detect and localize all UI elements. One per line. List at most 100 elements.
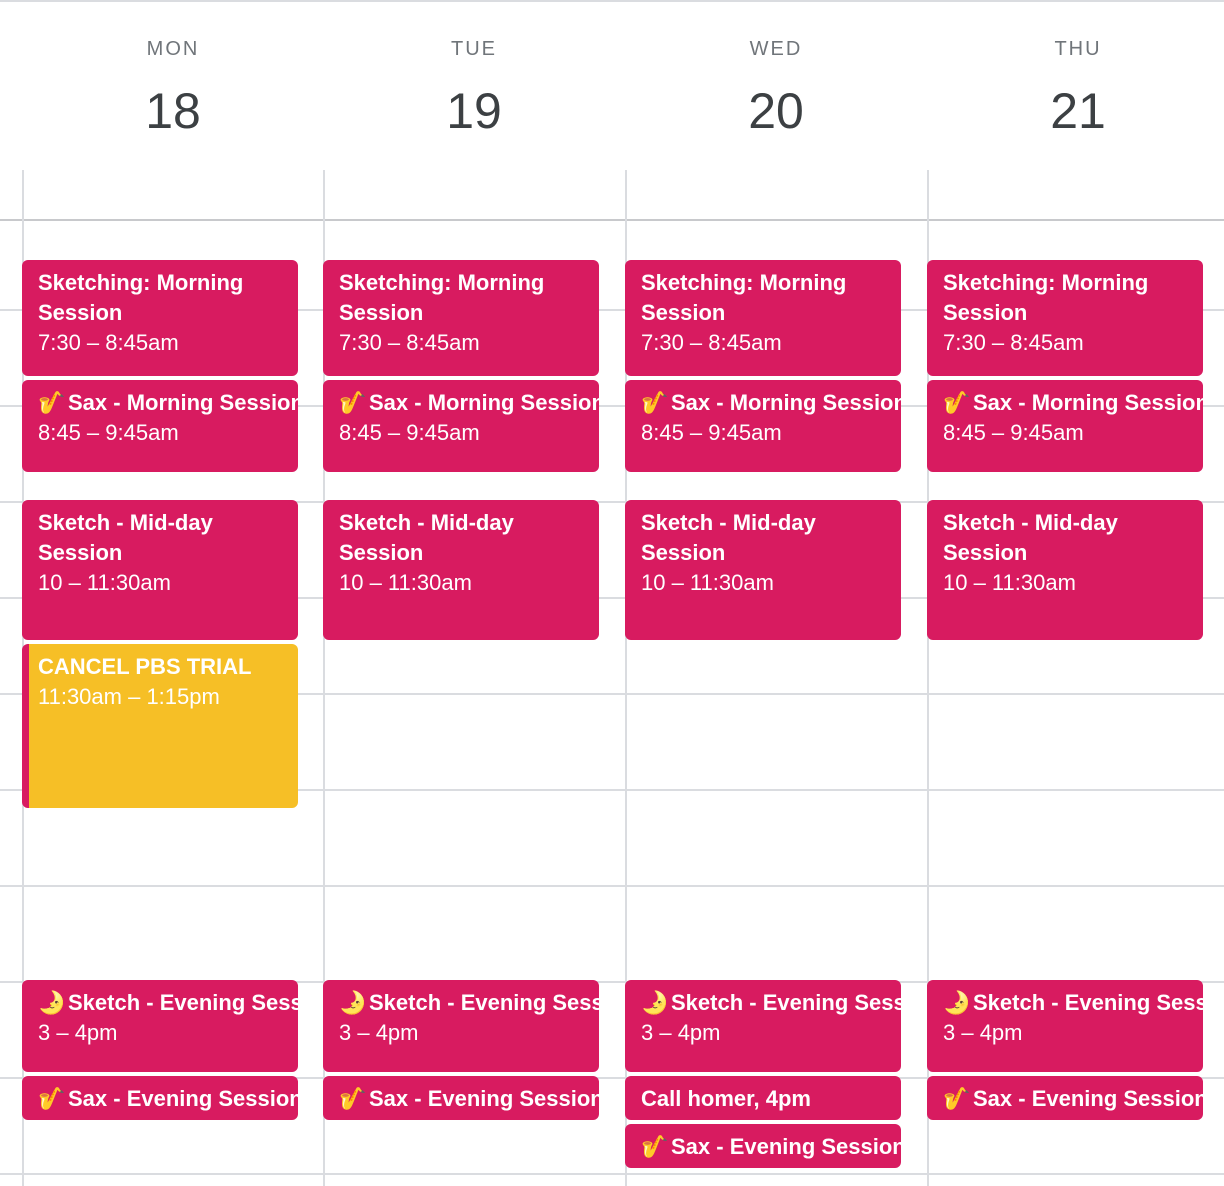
hour-gridline	[0, 789, 1224, 791]
calendar-event[interactable]: 🌛Sketch - Evening Session3 – 4pm	[927, 980, 1203, 1072]
event-title: 🎷 Sax - Morning Session	[641, 388, 901, 418]
saxophone-icon: 🎷	[943, 1086, 971, 1111]
event-title-text: CANCEL PBS TRIAL	[38, 654, 252, 679]
hour-gridline	[0, 885, 1224, 887]
calendar-event[interactable]: Sketch - Mid-day Session 10 – 11:30am	[625, 500, 901, 640]
event-time: 10 – 11:30am	[38, 570, 171, 595]
event-title-text: Sketching: Morning Session	[339, 270, 545, 325]
event-title-text: Sax - Morning Session	[973, 390, 1203, 415]
day-date[interactable]: 20	[748, 83, 804, 139]
event-title: 🎷 Sax - Evening Session	[339, 1084, 599, 1114]
event-title: 🎷 Sax - Evening Session	[943, 1084, 1203, 1114]
event-time: 10 – 11:30am	[943, 570, 1076, 595]
moon-icon: 🌛	[943, 990, 971, 1015]
day-name: WED	[749, 38, 803, 60]
calendar-event[interactable]: Sketching: Morning Session 7:30 – 8:45am	[22, 260, 298, 376]
calendar-event[interactable]: 🌛Sketch - Evening Session3 – 4pm	[22, 980, 298, 1072]
event-time: 3 – 4pm	[38, 1020, 118, 1045]
calendar-event[interactable]: 🎷 Sax - Morning Session 8:45 – 9:45am	[927, 380, 1203, 472]
event-title-text: Call homer, 4pm	[641, 1086, 811, 1111]
calendar-event[interactable]: Sketch - Mid-day Session 10 – 11:30am	[323, 500, 599, 640]
saxophone-icon: 🎷	[38, 1086, 66, 1111]
saxophone-icon: 🎷	[339, 1086, 367, 1111]
day-date[interactable]: 19	[446, 83, 502, 139]
day-date[interactable]: 18	[145, 83, 201, 139]
calendar-event[interactable]: Sketching: Morning Session 7:30 – 8:45am	[625, 260, 901, 376]
event-time: 7:30 – 8:45am	[339, 330, 480, 355]
saxophone-icon: 🎷	[943, 390, 971, 415]
moon-icon: 🌛	[38, 990, 66, 1015]
top-border	[0, 0, 1224, 2]
event-title-text: Sax - Morning Session	[671, 390, 901, 415]
hour-gridline	[0, 597, 1224, 599]
event-title-text: Sax - Evening Session	[369, 1086, 599, 1111]
day-name: THU	[1054, 38, 1102, 60]
calendar-event[interactable]: 🎷 Sax - Morning Session 8:45 – 9:45am	[323, 380, 599, 472]
day-column-divider	[323, 170, 325, 1186]
hour-gridline	[0, 1173, 1224, 1175]
event-time: 7:30 – 8:45am	[38, 330, 179, 355]
day-column-divider	[927, 170, 929, 1186]
day-column-divider	[625, 170, 627, 1186]
event-title-text: Sax - Morning Session	[68, 390, 298, 415]
event-title-text: Sketch - Evening Session	[369, 990, 599, 1015]
event-title: 🌛Sketch - Evening Session	[339, 988, 599, 1018]
calendar-event[interactable]: 🎷 Sax - Evening Session	[22, 1076, 298, 1120]
calendar-event[interactable]: 🌛Sketch - Evening Session3 – 4pm	[625, 980, 901, 1072]
event-title: 🌛Sketch - Evening Session	[38, 988, 298, 1018]
event-title: 🎷 Sax - Morning Session	[943, 388, 1203, 418]
event-title: CANCEL PBS TRIAL	[38, 652, 298, 682]
calendar-event[interactable]: Call homer, 4pm	[625, 1076, 901, 1120]
calendar-event[interactable]: Sketching: Morning Session 7:30 – 8:45am	[323, 260, 599, 376]
moon-icon: 🌛	[339, 990, 367, 1015]
event-time: 8:45 – 9:45am	[339, 420, 480, 445]
calendar-event[interactable]: CANCEL PBS TRIAL 11:30am – 1:15pm	[22, 644, 298, 808]
event-title: Sketch - Mid-day Session	[641, 508, 901, 568]
calendar-event[interactable]: 🎷 Sax - Morning Session 8:45 – 9:45am	[625, 380, 901, 472]
calendar-event[interactable]: 🎷 Sax - Evening Session	[625, 1124, 901, 1168]
day-name: MON	[146, 38, 200, 60]
hour-gridline	[0, 309, 1224, 311]
event-time: 3 – 4pm	[943, 1020, 1023, 1045]
saxophone-icon: 🎷	[38, 390, 66, 415]
event-title-text: Sketching: Morning Session	[38, 270, 244, 325]
event-title-text: Sketch - Mid-day Session	[943, 510, 1118, 565]
event-title: Sketch - Mid-day Session	[339, 508, 599, 568]
hour-gridline	[0, 405, 1224, 407]
moon-icon: 🌛	[641, 990, 669, 1015]
event-title-text: Sketching: Morning Session	[943, 270, 1149, 325]
event-time: 11:30am – 1:15pm	[38, 684, 220, 709]
event-title-text: Sax - Morning Session	[369, 390, 599, 415]
event-title: Sketch - Mid-day Session	[38, 508, 298, 568]
event-title: 🎷 Sax - Evening Session	[641, 1132, 901, 1162]
calendar-event[interactable]: Sketch - Mid-day Session 10 – 11:30am	[927, 500, 1203, 640]
event-title-text: Sketch - Mid-day Session	[38, 510, 213, 565]
event-title: 🌛Sketch - Evening Session	[641, 988, 901, 1018]
event-title: Sketching: Morning Session	[38, 268, 298, 328]
event-time: 3 – 4pm	[339, 1020, 419, 1045]
event-title: Sketching: Morning Session	[943, 268, 1203, 328]
calendar-event[interactable]: 🎷 Sax - Evening Session	[927, 1076, 1203, 1120]
hour-gridline	[0, 219, 1224, 221]
saxophone-icon: 🎷	[339, 390, 367, 415]
event-title: Sketching: Morning Session	[339, 268, 599, 328]
hour-gridline	[0, 981, 1224, 983]
calendar-event[interactable]: 🎷 Sax - Evening Session	[323, 1076, 599, 1120]
event-title-text: Sketch - Evening Session	[671, 990, 901, 1015]
event-title: Call homer, 4pm	[641, 1084, 901, 1114]
hour-gridline	[0, 1077, 1224, 1079]
calendar-event[interactable]: 🎷 Sax - Morning Session 8:45 – 9:45am	[22, 380, 298, 472]
event-title-text: Sax - Evening Session	[671, 1134, 901, 1159]
calendar-event[interactable]: Sketch - Mid-day Session 10 – 11:30am	[22, 500, 298, 640]
event-time: 7:30 – 8:45am	[641, 330, 782, 355]
event-title-text: Sketch - Evening Session	[68, 990, 298, 1015]
event-time: 10 – 11:30am	[641, 570, 774, 595]
event-title-text: Sketch - Mid-day Session	[641, 510, 816, 565]
calendar-event[interactable]: Sketching: Morning Session 7:30 – 8:45am	[927, 260, 1203, 376]
event-title-text: Sax - Evening Session	[68, 1086, 298, 1111]
day-date[interactable]: 21	[1050, 83, 1106, 139]
event-title-text: Sketching: Morning Session	[641, 270, 847, 325]
event-title: 🌛Sketch - Evening Session	[943, 988, 1203, 1018]
event-time: 10 – 11:30am	[339, 570, 472, 595]
calendar-event[interactable]: 🌛Sketch - Evening Session3 – 4pm	[323, 980, 599, 1072]
